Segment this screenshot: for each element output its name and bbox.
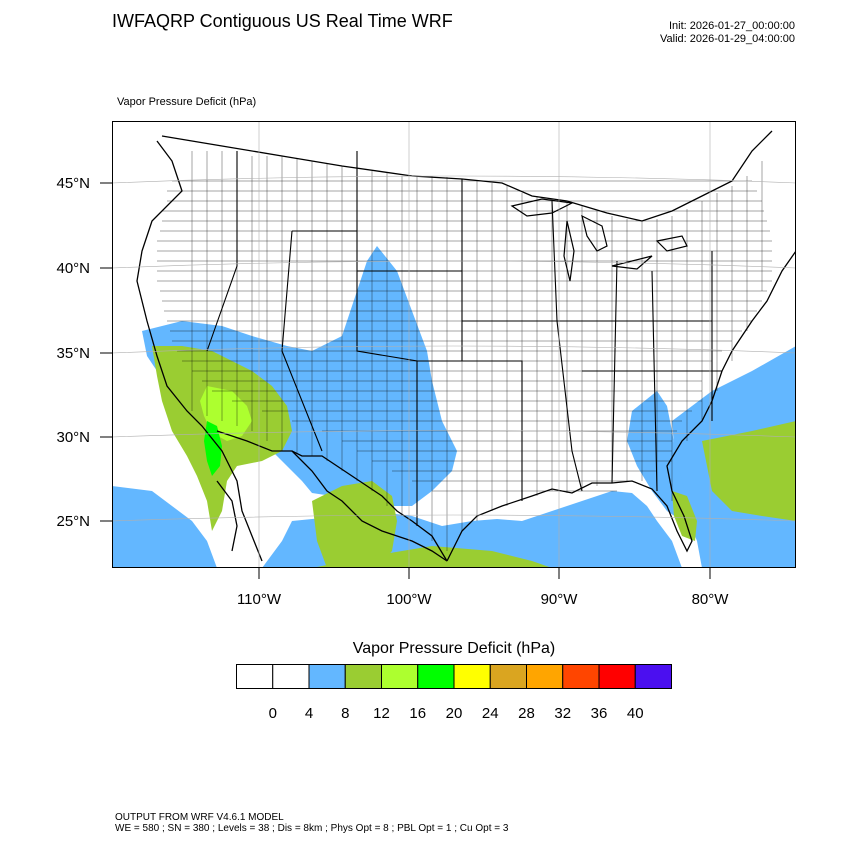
colorbar-box (562, 664, 600, 689)
lon-label-80: 80°W (691, 591, 729, 608)
graticule (112, 121, 796, 568)
colorbar-box (453, 664, 491, 689)
colorbar-label: 16 (409, 705, 427, 722)
lat-label-35: 35°N (56, 345, 90, 362)
colorbar-label: 0 (268, 705, 277, 722)
lat-label-40: 40°N (56, 260, 90, 277)
colorbar-box (236, 664, 274, 689)
time-info: Init: 2026-01-27_00:00:00 Valid: 2026-01… (660, 20, 795, 46)
footer-line-1: OUTPUT FROM WRF V4.6.1 MODEL (115, 812, 284, 823)
colorbar-label: 40 (626, 705, 644, 722)
page-title: IWFAQRP Contiguous US Real Time WRF (112, 11, 453, 31)
lon-ticks (258, 567, 711, 579)
pacific-blue-shading (112, 486, 217, 568)
map-frame (112, 121, 796, 568)
footer: OUTPUT FROM WRF V4.6.1 MODEL WE = 580 ; … (115, 812, 508, 834)
colorbar-box (344, 664, 382, 689)
state-lines (206, 151, 722, 526)
colorbar-label: 4 (304, 705, 314, 722)
colorbar-box (272, 664, 310, 689)
colorbar (236, 664, 672, 689)
colorbar-box (489, 664, 527, 689)
gulf-green-shading (312, 546, 552, 568)
atlantic-green-shading (702, 421, 796, 521)
coastline (136, 140, 796, 562)
lat-label-25: 25°N (56, 513, 90, 530)
southwest-green-shading (152, 346, 292, 531)
colorbar-label: 20 (445, 705, 463, 722)
colorbar-label: 36 (590, 705, 608, 722)
lon-label-90: 90°W (540, 591, 578, 608)
colorbar-label: 24 (481, 705, 499, 722)
valid-time: Valid: 2026-01-29_04:00:00 (660, 33, 795, 45)
field-label: Vapor Pressure Deficit (hPa) (117, 96, 257, 108)
colorbar-box (381, 664, 419, 689)
lat-ticks (100, 182, 112, 522)
colorbar-label: 8 (341, 705, 350, 722)
map-panel (112, 121, 796, 568)
lon-label-100: 100°W (386, 591, 432, 608)
mexico-border (216, 430, 448, 562)
mexico-green-shading (312, 481, 397, 568)
colorbar-box (634, 664, 672, 689)
lat-label-45: 45°N (56, 175, 90, 192)
colorbar-label: 12 (373, 705, 390, 722)
colorbar-label: 32 (554, 705, 572, 722)
lon-label-110: 110°W (236, 591, 282, 608)
colorbar-box (526, 664, 564, 689)
colorbar-label: 28 (518, 705, 535, 722)
colorbar-box (417, 664, 455, 689)
init-time: Init: 2026-01-27_00:00:00 (669, 20, 795, 32)
lat-label-30: 30°N (56, 429, 90, 446)
footer-line-2: WE = 580 ; SN = 380 ; Levels = 38 ; Dis … (115, 823, 509, 834)
colorbar-title: Vapor Pressure Deficit (hPa) (352, 640, 556, 657)
colorbar-box (308, 664, 346, 689)
colorbar-box (598, 664, 636, 689)
